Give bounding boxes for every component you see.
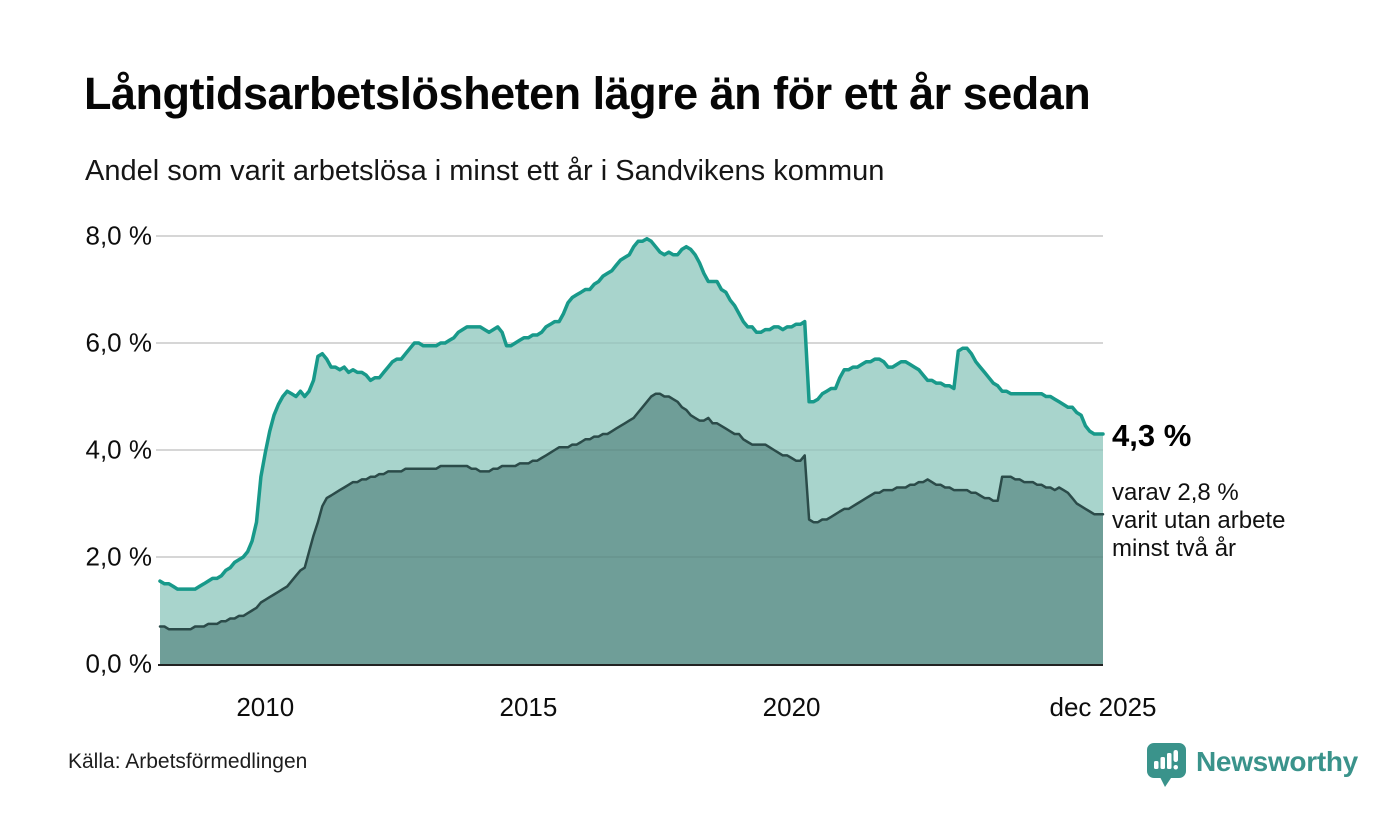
newsworthy-branding: Newsworthy [1146,742,1358,788]
x-tick-label: dec 2025 [1049,692,1157,722]
newsworthy-wordmark: Newsworthy [1196,746,1358,777]
x-tick-label: 2015 [499,692,558,722]
y-tick-label: 8,0 % [85,220,153,251]
area-fill-min-two-years [160,393,1103,664]
secondary-value-note: varav 2,8 % varit utan arbete minst två … [1112,479,1285,563]
note-line: varit utan arbete [1112,507,1286,534]
note-line: minst två år [1112,535,1237,562]
y-tick-label: 4,0 % [85,434,153,465]
source-credit: Källa: Arbetsförmedlingen [68,750,308,773]
line-min-two-years [158,392,1105,631]
y-tick-label: 6,0 % [85,327,153,358]
line-min-one-year [158,236,1105,591]
x-tick-label: 2020 [762,692,821,722]
x-tick-label: 2010 [236,692,295,722]
page-title: Långtidsarbetslösheten lägre än för ett … [84,68,1091,119]
y-tick-label: 0,0 % [85,648,153,679]
newsworthy-logo-icon [1147,743,1186,787]
chart-subtitle: Andel som varit arbetslösa i minst ett å… [85,155,885,187]
latest-value-label: 4,3 % [1112,418,1192,453]
note-line: varav 2,8 % [1112,479,1239,506]
y-tick-label: 2,0 % [85,541,153,572]
